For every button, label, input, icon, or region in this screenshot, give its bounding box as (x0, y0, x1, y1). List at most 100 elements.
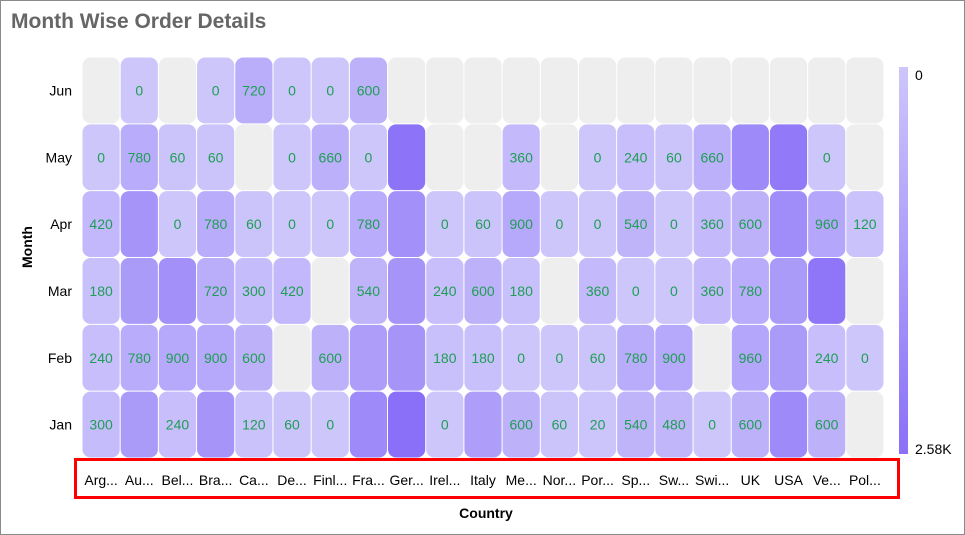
cell-data-label: 0 (288, 82, 296, 98)
heatmap-cell (617, 124, 655, 191)
cell-data-label: 960 (815, 216, 839, 232)
cell-data-label: 0 (441, 417, 449, 433)
heatmap-cell (578, 258, 617, 324)
heatmap-cell (846, 391, 884, 458)
heatmap-cell (311, 191, 349, 257)
heatmap-cell (158, 391, 197, 458)
heatmap-cell (617, 324, 655, 391)
heatmap-cell (617, 191, 655, 257)
heatmap-cell (426, 124, 464, 191)
cell-data-label: 60 (246, 216, 262, 232)
heatmap-cell (540, 391, 578, 458)
heatmap-cell (82, 191, 120, 257)
cell-data-label: 0 (212, 82, 220, 98)
cell-data-label: 60 (284, 417, 300, 433)
cell-data-label: 0 (135, 82, 143, 98)
heatmap-cell (235, 191, 273, 257)
cell-data-label: 240 (624, 149, 648, 165)
heatmap-cell (617, 391, 655, 458)
y-tick-label: Feb (48, 350, 72, 366)
heatmap-cell (540, 124, 578, 191)
heatmap-cell (349, 324, 388, 391)
heatmap-cell (426, 258, 464, 324)
heatmap-cell (502, 191, 540, 257)
x-tick-label: Me... (506, 472, 537, 488)
cell-data-label: 600 (510, 417, 534, 433)
cell-data-label: 600 (319, 350, 343, 366)
cell-data-label: 600 (739, 417, 763, 433)
cell-data-label: 0 (174, 216, 182, 232)
y-tick-label: Jun (49, 82, 72, 98)
cell-data-label: 780 (128, 350, 152, 366)
heatmap-cell (693, 57, 731, 124)
heatmap-cell (655, 324, 693, 391)
heatmap-cell (693, 391, 731, 458)
heatmap-cell (273, 57, 311, 124)
cell-data-label: 540 (357, 283, 381, 299)
heatmap-cell (197, 191, 235, 257)
heatmap-cell (808, 57, 846, 124)
heatmap-cell (273, 258, 311, 324)
heatmap-cell (197, 324, 235, 391)
cell-data-label: 180 (433, 350, 457, 366)
heatmap-cell (158, 258, 197, 324)
cell-data-label: 60 (590, 350, 606, 366)
heatmap-cell (120, 258, 158, 324)
heatmap-cell (388, 57, 426, 124)
cell-data-label: 60 (475, 216, 491, 232)
heatmap-cell (578, 57, 617, 124)
heatmap-cell (426, 57, 464, 124)
x-tick-label: Pol... (849, 472, 881, 488)
x-tick-label: Sw... (659, 472, 689, 488)
x-axis-title: Country (459, 505, 513, 521)
heatmap-cell (388, 124, 426, 191)
cell-data-label: 0 (441, 216, 449, 232)
cell-data-label: 60 (208, 149, 224, 165)
heatmap-cell (769, 258, 808, 324)
cell-data-label: 540 (624, 216, 648, 232)
heatmap-cell (120, 124, 158, 191)
cell-data-label: 900 (662, 350, 686, 366)
heatmap-cell (502, 391, 540, 458)
cell-data-label: 780 (739, 283, 763, 299)
cell-data-label: 600 (471, 283, 495, 299)
heatmap-cell (693, 324, 731, 391)
heatmap-cell (120, 191, 158, 257)
cell-data-label: 780 (624, 350, 648, 366)
heatmap-cell (464, 124, 502, 191)
heatmap-cell (197, 391, 235, 458)
cell-data-label: 240 (89, 350, 113, 366)
heatmap-cell (464, 391, 502, 458)
cell-data-label: 600 (357, 82, 381, 98)
x-tick-label: UK (741, 472, 761, 488)
cell-data-label: 180 (510, 283, 534, 299)
heatmap-cell (846, 191, 884, 257)
heatmap-cell (655, 258, 693, 324)
cell-data-label: 0 (555, 350, 563, 366)
legend-max-label: 2.58K (915, 441, 952, 457)
heatmap-cell (311, 258, 349, 324)
cell-data-label: 420 (280, 283, 304, 299)
heatmap-cell (349, 57, 388, 124)
cell-data-label: 600 (242, 350, 266, 366)
cell-data-label: 0 (288, 149, 296, 165)
heatmap-cell (120, 57, 158, 124)
heatmap-cell (235, 258, 273, 324)
heatmap-cell (158, 124, 197, 191)
y-tick-label: May (46, 149, 72, 165)
cell-data-label: 120 (853, 216, 877, 232)
heatmap-cell (693, 191, 731, 257)
heatmap-cell (655, 124, 693, 191)
x-tick-label: Au... (125, 472, 154, 488)
x-axis-highlight-box (74, 458, 900, 499)
heatmap-cell (693, 258, 731, 324)
cell-data-label: 540 (624, 417, 648, 433)
heatmap-cell (311, 57, 349, 124)
heatmap-cell (502, 124, 540, 191)
cell-data-label: 60 (170, 149, 186, 165)
heatmap-cell (731, 124, 769, 191)
x-tick-label: Italy (470, 472, 496, 488)
cell-data-label: 0 (288, 216, 296, 232)
cell-data-label: 360 (510, 149, 534, 165)
cell-data-label: 240 (815, 350, 839, 366)
